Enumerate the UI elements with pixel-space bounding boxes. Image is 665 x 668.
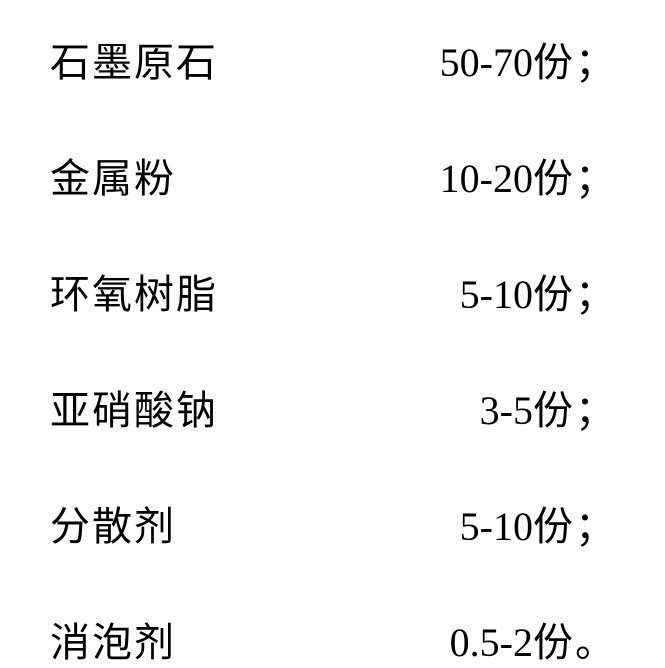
value-group: 50-70 份 ； <box>440 30 615 88</box>
ingredient-value: 50-70 <box>440 39 533 86</box>
unit-label: 份 <box>533 30 575 88</box>
unit-label: 份 <box>533 378 575 436</box>
ingredient-value: 3-5 <box>480 387 533 434</box>
table-row: 分散剂 5-10 份 ； <box>50 494 615 552</box>
table-row: 环氧树脂 5-10 份 ； <box>50 262 615 320</box>
ingredient-label: 环氧树脂 <box>50 262 218 320</box>
unit-label: 份 <box>533 494 575 552</box>
ingredient-value: 10-20 <box>440 155 533 202</box>
table-row: 石墨原石 50-70 份 ； <box>50 30 615 88</box>
punctuation: ； <box>575 262 615 320</box>
unit-label: 份 <box>533 610 575 668</box>
table-row: 金属粉 10-20 份 ； <box>50 146 615 204</box>
table-row: 亚硝酸钠 3-5 份 ； <box>50 378 615 436</box>
value-group: 3-5 份 ； <box>480 378 615 436</box>
unit-label: 份 <box>533 146 575 204</box>
ingredients-table: 石墨原石 50-70 份 ； 金属粉 10-20 份 ； 环氧树脂 5-10 份… <box>50 30 615 668</box>
ingredient-label: 金属粉 <box>50 146 176 204</box>
punctuation: 。 <box>575 610 615 668</box>
value-group: 5-10 份 ； <box>460 494 615 552</box>
punctuation: ； <box>575 146 615 204</box>
value-group: 10-20 份 ； <box>440 146 615 204</box>
ingredient-label: 石墨原石 <box>50 30 218 88</box>
ingredient-value: 5-10 <box>460 271 533 318</box>
ingredient-value: 0.5-2 <box>450 619 533 666</box>
ingredient-label: 分散剂 <box>50 494 176 552</box>
ingredient-label: 亚硝酸钠 <box>50 378 218 436</box>
value-group: 5-10 份 ； <box>460 262 615 320</box>
ingredient-label: 消泡剂 <box>50 610 176 668</box>
unit-label: 份 <box>533 262 575 320</box>
punctuation: ； <box>575 378 615 436</box>
ingredient-value: 5-10 <box>460 503 533 550</box>
value-group: 0.5-2 份 。 <box>450 610 615 668</box>
punctuation: ； <box>575 30 615 88</box>
punctuation: ； <box>575 494 615 552</box>
table-row: 消泡剂 0.5-2 份 。 <box>50 610 615 668</box>
